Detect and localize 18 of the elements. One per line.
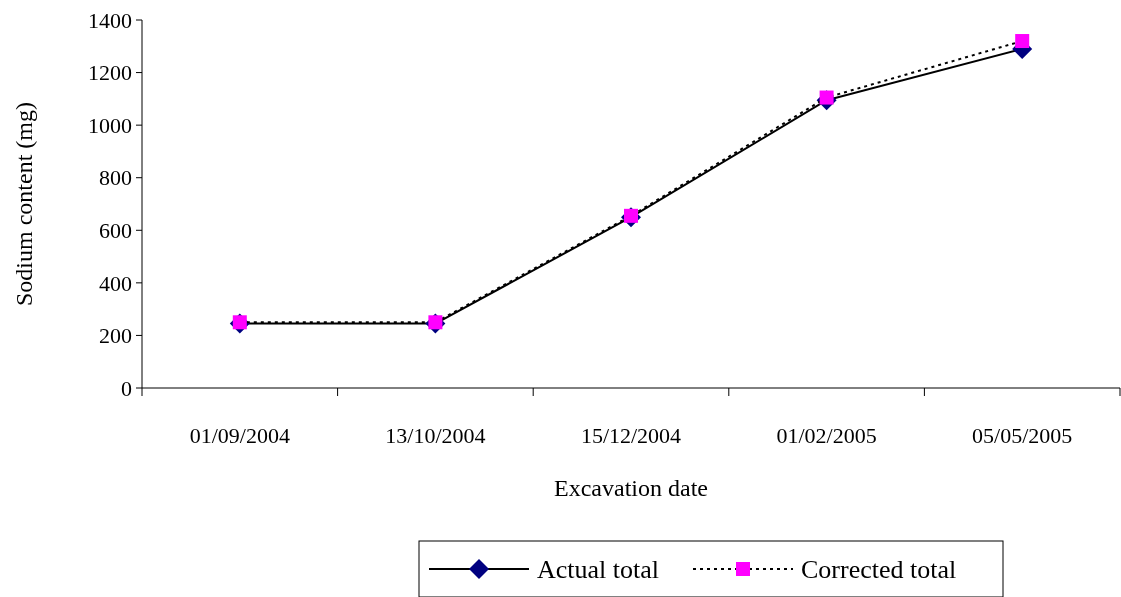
legend-label: Actual total [537,555,660,585]
y-tick-label: 200 [99,323,132,349]
y-tick-label: 0 [121,375,132,401]
x-tick-label: 01/09/2004 [189,423,290,448]
x-axis-title: Excavation date [554,475,708,501]
point [1015,34,1030,49]
x-tick-label: 15/12/2004 [580,423,682,448]
x-tick-label: 05/05/2005 [972,423,1073,448]
y-tick-label: 600 [99,217,132,243]
y-axis-title: Sodium content (mg) [11,102,37,306]
x-tick-label: 13/10/2004 [385,423,486,448]
y-tick-label: 1200 [88,60,132,86]
y-tick-label: 400 [99,270,132,296]
y-tick-label: 800 [99,165,132,191]
y-tick-label: 1000 [88,112,132,138]
x-tick-label: 01/02/2005 [776,423,877,448]
y-tick-label: 1400 [88,7,132,33]
legend-label: Corrected total [801,555,957,585]
